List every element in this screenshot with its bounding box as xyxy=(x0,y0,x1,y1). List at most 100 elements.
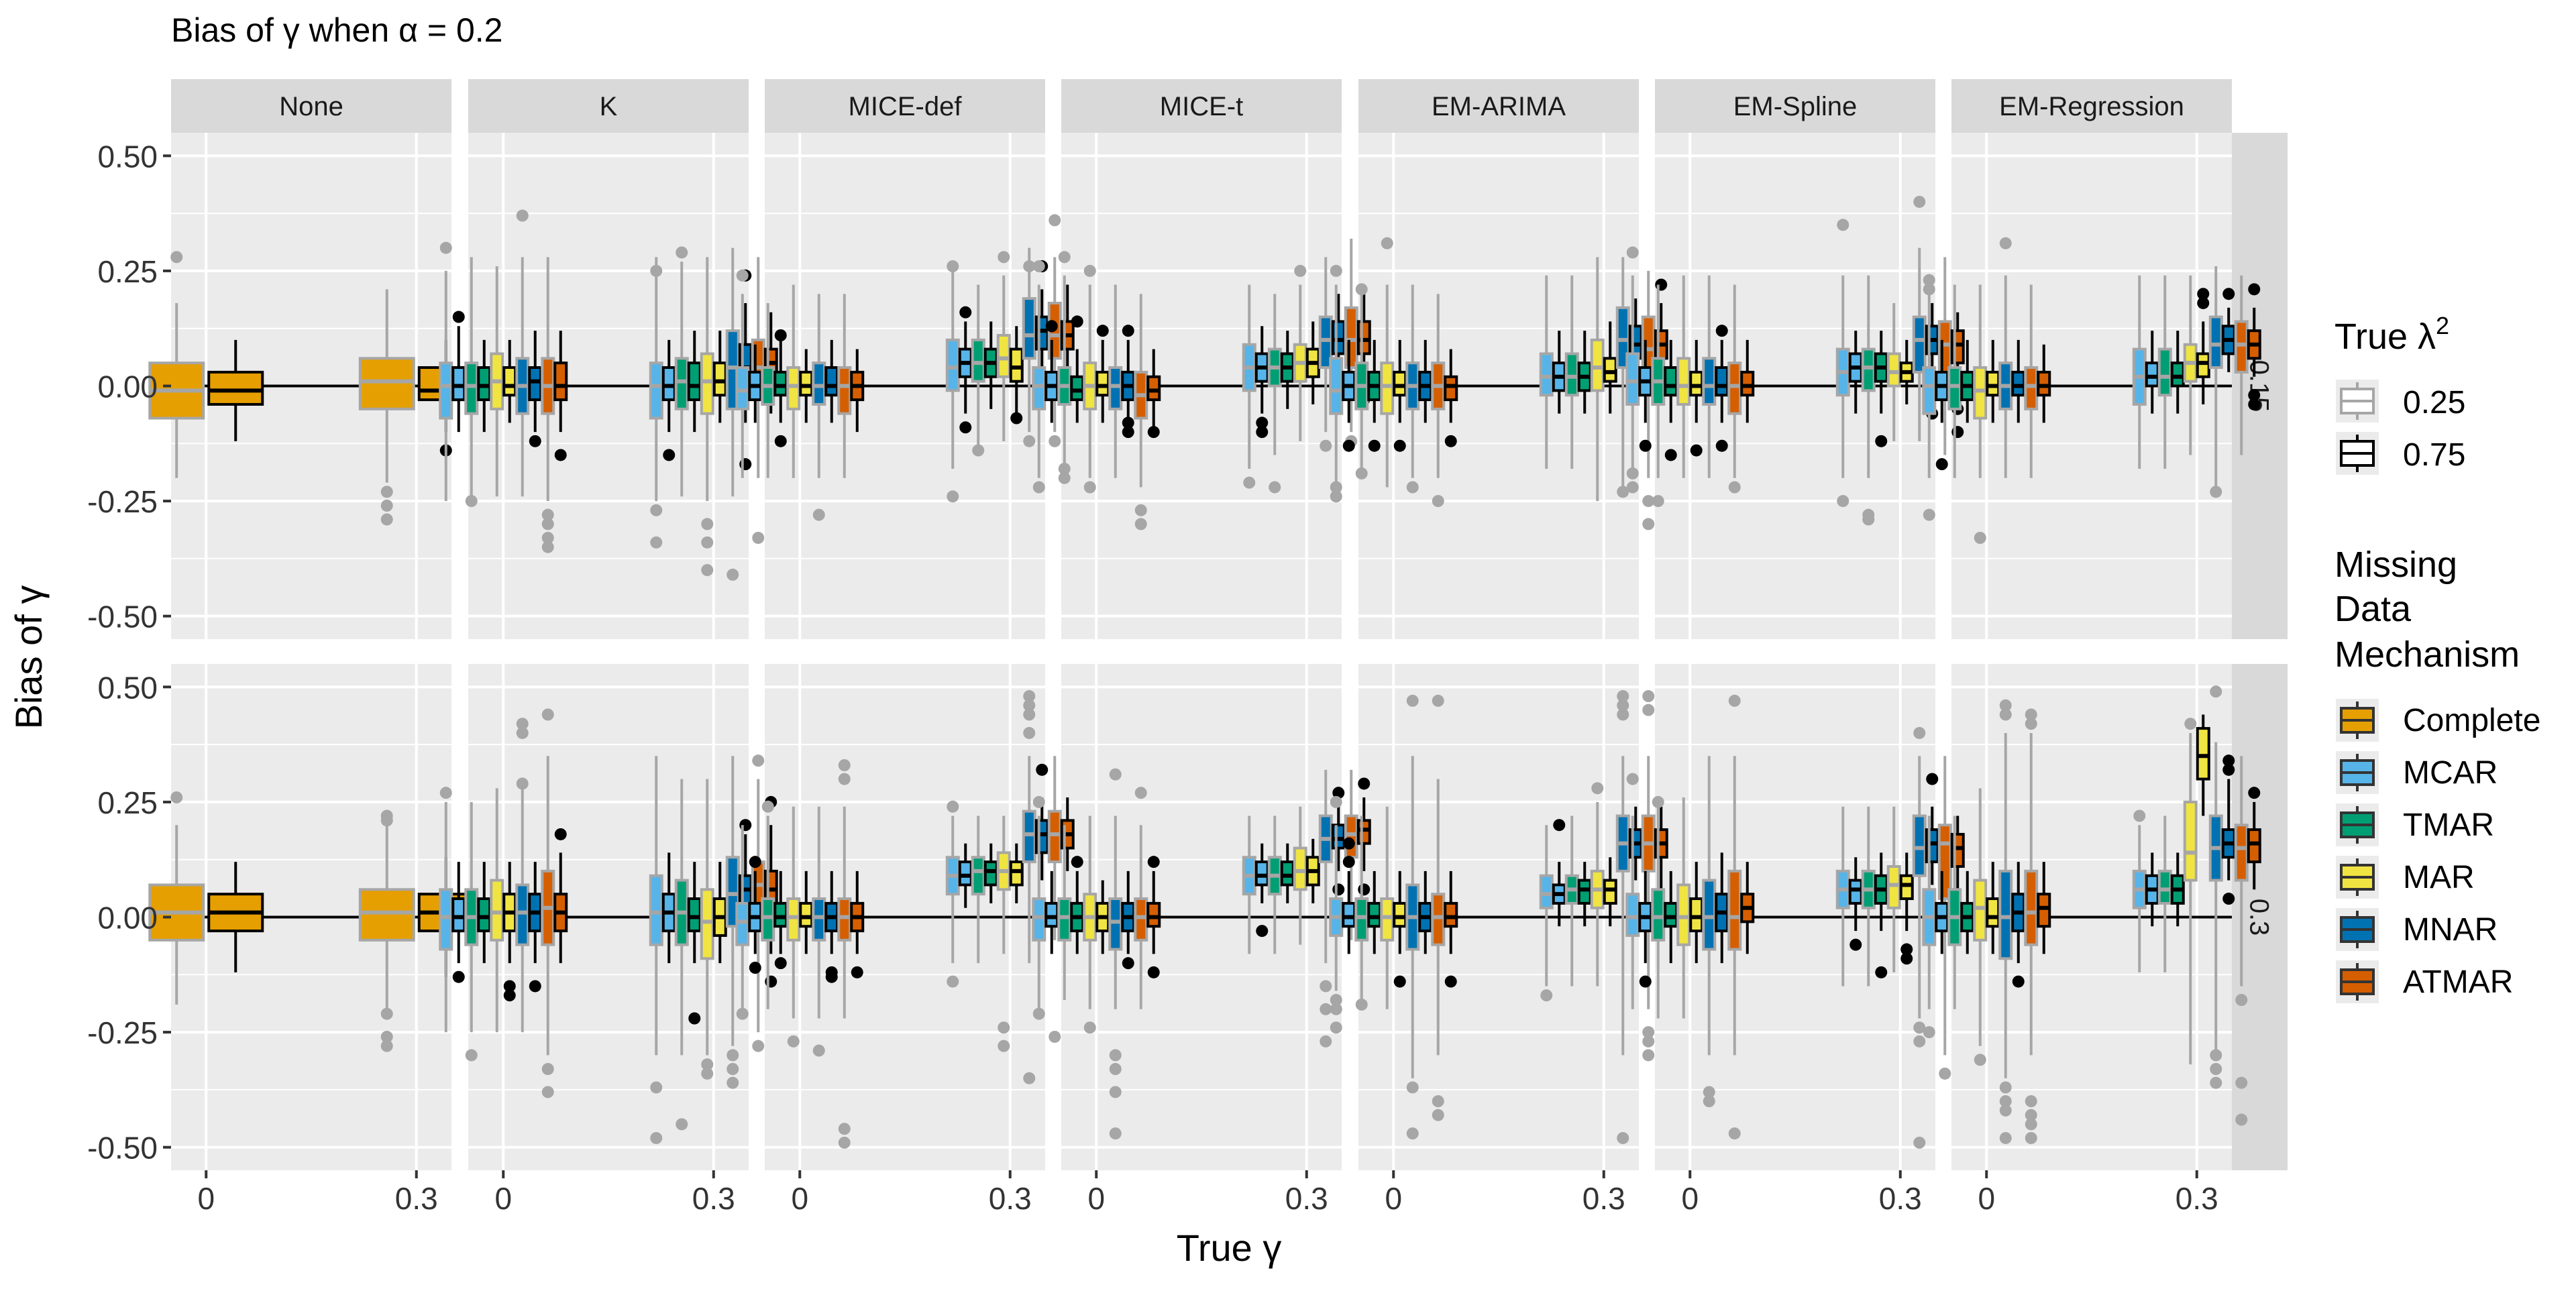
box-body xyxy=(1044,901,1059,928)
box-outlier-point xyxy=(465,495,478,508)
box-outlier-point xyxy=(380,1040,393,1052)
box-body xyxy=(515,883,530,946)
legend-mechanism-key xyxy=(2336,803,2379,846)
box-outlier-point xyxy=(2248,283,2261,296)
box-outlier-point xyxy=(1045,320,1058,333)
box-TMAR-lam0.75 xyxy=(1960,871,1975,954)
box-ATMAR-lam0.75 xyxy=(553,828,568,964)
box-outlier-point xyxy=(1036,763,1049,776)
box-outlier-point xyxy=(2210,1049,2222,1062)
box-outlier-point xyxy=(1999,1095,2012,1108)
box-MCAR-lam0.75 xyxy=(1848,857,1863,951)
box-outlier-point xyxy=(1023,260,1036,273)
box-body xyxy=(812,897,826,942)
box-body xyxy=(2024,869,2039,946)
box-outlier-point xyxy=(1923,1026,1935,1039)
box-body xyxy=(1973,366,1988,420)
legend-lambda-title: True λ2 xyxy=(2334,312,2449,357)
box-TMAR-lam0.25 xyxy=(1564,275,1579,469)
box-TMAR-lam0.25 xyxy=(1267,816,1282,954)
box-outlier-point xyxy=(2025,1118,2037,1131)
box-outlier-point xyxy=(701,564,714,577)
box-MCAR-lam0.25 xyxy=(1625,773,1640,1009)
box-outlier-point xyxy=(1368,439,1381,452)
x-tick-label: 0.3 xyxy=(692,1181,735,1216)
box-MNAR-lam0.75 xyxy=(1121,325,1136,439)
box-body xyxy=(358,888,415,942)
box-outlier-point xyxy=(812,1044,825,1057)
box-outlier-point xyxy=(1444,435,1457,447)
box-ATMAR-lam0.75 xyxy=(2247,787,2261,890)
box-body xyxy=(2157,869,2172,905)
box-MCAR-lam0.75 xyxy=(958,843,973,908)
x-tick-label: 0 xyxy=(1978,1181,1995,1216)
box-MCAR-lam0.75 xyxy=(1638,339,1653,452)
box-body xyxy=(1973,879,1988,942)
box-outlier-point xyxy=(1393,975,1406,988)
box-outlier-point xyxy=(1913,195,1926,208)
box-body xyxy=(1393,370,1407,397)
box-body xyxy=(1625,893,1640,937)
box-TMAR-lam0.25 xyxy=(1057,825,1072,1001)
box-outlier-point xyxy=(1122,416,1134,429)
box-outlier-point xyxy=(774,957,787,970)
box-TMAR-lam0.25 xyxy=(1947,816,1962,1009)
box-outlier-point xyxy=(749,962,761,974)
legend-mechanism-title-line-3: Mechanism xyxy=(2334,634,2520,675)
box-MAR-lam0.75 xyxy=(1305,321,1320,404)
legend-lambda: True λ2 0.25 0.75 xyxy=(2334,312,2465,475)
box-outlier-point xyxy=(1406,1081,1419,1094)
box-body xyxy=(824,366,839,397)
box-MCAR-lam0.75 xyxy=(1044,320,1059,423)
box-MAR-lam0.75 xyxy=(1603,857,1617,927)
x-tick-label: 0.3 xyxy=(989,1181,1032,1216)
box-TMAR-lam0.75 xyxy=(773,871,788,970)
box-MAR-lam0.75 xyxy=(1986,862,2000,954)
box-body xyxy=(2234,824,2249,882)
box-MAR-lam0.75 xyxy=(1603,321,1617,414)
box-body xyxy=(971,338,985,383)
box-outlier-point xyxy=(380,1030,393,1043)
box-outlier-point xyxy=(1330,795,1342,808)
box-TMAR-lam0.25 xyxy=(1651,795,1666,1019)
box-outlier-point xyxy=(1330,994,1342,1007)
box-MNAR-lam0.75 xyxy=(2011,862,2026,988)
box-outlier-point xyxy=(1355,467,1368,480)
box-outlier-point xyxy=(1432,694,1444,707)
box-outlier-point xyxy=(1664,449,1677,461)
box-outlier-point xyxy=(1642,1035,1655,1048)
box-ATMAR-lam0.75 xyxy=(1444,349,1458,447)
box-outlier-point xyxy=(701,1067,714,1080)
box-TMAR-lam0.75 xyxy=(1367,339,1382,452)
box-body xyxy=(2170,361,2185,388)
box-Complete-lam0.25 xyxy=(358,289,415,526)
box-outlier-point xyxy=(2025,1131,2037,1144)
facet-strip-bg xyxy=(1655,79,1935,133)
box-TMAR-lam0.25 xyxy=(2157,275,2172,469)
box-outlier-point xyxy=(1083,481,1096,494)
box-body xyxy=(1356,819,1371,845)
chart-title: Bias of γ when α = 0.2 xyxy=(171,11,502,49)
box-outlier-point xyxy=(439,787,452,799)
box-body xyxy=(1146,901,1161,928)
x-tick-label: 0 xyxy=(1087,1181,1105,1216)
box-MNAR-lam0.25 xyxy=(2208,685,2223,1089)
box-outlier-point xyxy=(1294,264,1307,277)
box-outlier-point xyxy=(1147,966,1160,978)
box-outlier-point xyxy=(529,980,541,993)
box-outlier-point xyxy=(2222,754,2235,767)
box-outlier-point xyxy=(1642,1049,1655,1062)
y-tick-label: -0.50 xyxy=(87,600,158,634)
box-TMAR-lam0.25 xyxy=(971,816,985,964)
box-outlier-point xyxy=(1147,426,1160,439)
box-outlier-point xyxy=(1358,777,1371,790)
box-MCAR-lam0.75 xyxy=(1254,843,1269,938)
box-outlier-point xyxy=(774,329,787,341)
box-body xyxy=(945,338,960,392)
box-MNAR-lam0.25 xyxy=(1318,769,1333,1048)
facet-strip-bg xyxy=(468,79,749,133)
box-MAR-lam0.25 xyxy=(1380,237,1395,488)
box-outlier-point xyxy=(1122,426,1134,439)
x-tick-label: 0.3 xyxy=(1582,1181,1625,1216)
